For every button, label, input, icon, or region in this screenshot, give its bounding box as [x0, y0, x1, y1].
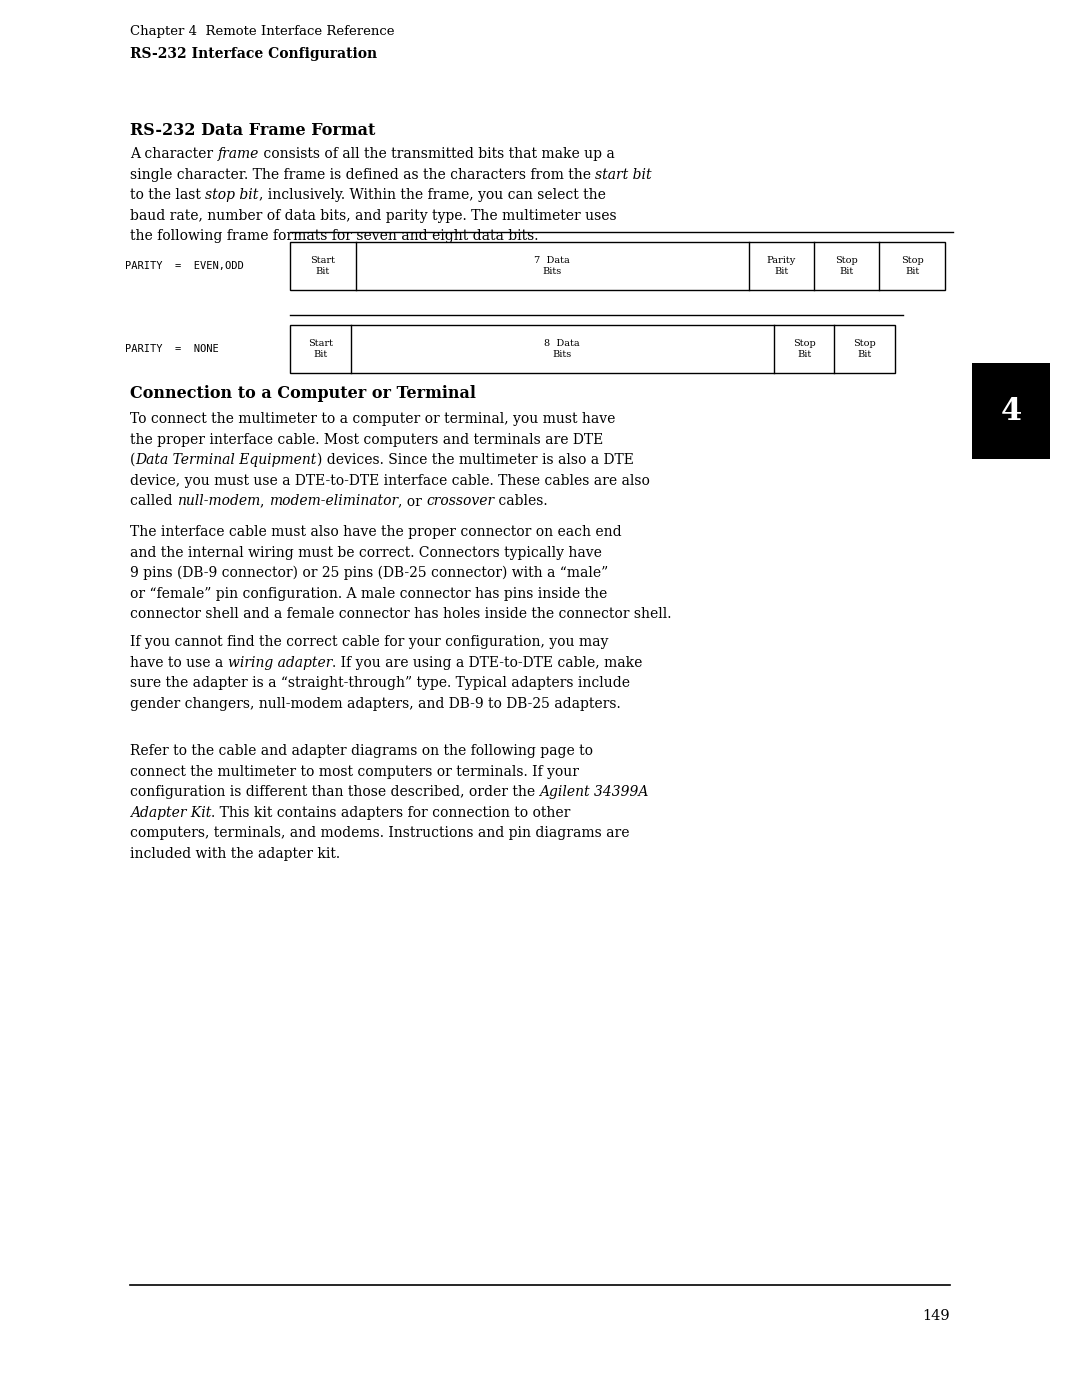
Text: Parity
Bit: Parity Bit — [767, 256, 796, 275]
Text: 149: 149 — [922, 1309, 950, 1323]
Text: single character. The frame is defined as the characters from the: single character. The frame is defined a… — [130, 168, 595, 182]
Text: , or: , or — [399, 495, 427, 509]
Text: Refer to the cable and adapter diagrams on the following page to: Refer to the cable and adapter diagrams … — [130, 745, 593, 759]
Text: Chapter 4  Remote Interface Reference: Chapter 4 Remote Interface Reference — [130, 25, 394, 38]
Text: configuration is different than those described, order the: configuration is different than those de… — [130, 785, 540, 799]
Text: start bit: start bit — [595, 168, 652, 182]
Text: modem-eliminator: modem-eliminator — [269, 495, 399, 509]
Text: to the last: to the last — [130, 189, 205, 203]
Text: connector shell and a female connector has holes inside the connector shell.: connector shell and a female connector h… — [130, 608, 672, 622]
Text: or “female” pin configuration. A male connector has pins inside the: or “female” pin configuration. A male co… — [130, 587, 607, 601]
Text: the following frame formats for seven and eight data bits.: the following frame formats for seven an… — [130, 229, 539, 243]
Text: 9 pins (DB-9 connector) or 25 pins (DB-25 connector) with a “male”: 9 pins (DB-9 connector) or 25 pins (DB-2… — [130, 566, 608, 580]
Text: 8  Data
Bits: 8 Data Bits — [544, 339, 580, 359]
Text: If you cannot find the correct cable for your configuration, you may: If you cannot find the correct cable for… — [130, 636, 608, 650]
Text: 7  Data
Bits: 7 Data Bits — [535, 256, 570, 275]
Text: consists of all the transmitted bits that make up a: consists of all the transmitted bits tha… — [259, 147, 615, 161]
Text: device, you must use a DTE-to-DTE interface cable. These cables are also: device, you must use a DTE-to-DTE interf… — [130, 474, 650, 488]
Text: 4: 4 — [1000, 395, 1022, 426]
Text: RS-232 Data Frame Format: RS-232 Data Frame Format — [130, 122, 376, 138]
Text: Adapter Kit: Adapter Kit — [130, 806, 212, 820]
Text: The interface cable must also have the proper connector on each end: The interface cable must also have the p… — [130, 525, 622, 539]
Text: Connection to a Computer or Terminal: Connection to a Computer or Terminal — [130, 386, 476, 402]
Text: RS-232 Interface Configuration: RS-232 Interface Configuration — [130, 47, 377, 61]
Text: gender changers, null-modem adapters, and DB-9 to DB-25 adapters.: gender changers, null-modem adapters, an… — [130, 697, 621, 711]
Text: . This kit contains adapters for connection to other: . This kit contains adapters for connect… — [212, 806, 570, 820]
Text: PARITY  =  EVEN,ODD: PARITY = EVEN,ODD — [125, 261, 244, 271]
Text: To connect the multimeter to a computer or terminal, you must have: To connect the multimeter to a computer … — [130, 412, 616, 426]
Text: stop bit: stop bit — [205, 189, 258, 203]
Bar — [291, 326, 895, 373]
Text: frame: frame — [217, 147, 259, 161]
Text: wiring adapter: wiring adapter — [228, 655, 332, 669]
Text: and the internal wiring must be correct. Connectors typically have: and the internal wiring must be correct.… — [130, 545, 602, 560]
Text: the proper interface cable. Most computers and terminals are DTE: the proper interface cable. Most compute… — [130, 433, 604, 447]
Text: computers, terminals, and modems. Instructions and pin diagrams are: computers, terminals, and modems. Instru… — [130, 826, 630, 840]
Text: Stop
Bit: Stop Bit — [835, 256, 859, 275]
Text: A character: A character — [130, 147, 217, 161]
Text: Start
Bit: Start Bit — [310, 256, 335, 275]
Text: PARITY  =  NONE: PARITY = NONE — [125, 344, 219, 353]
Text: crossover: crossover — [427, 495, 495, 509]
Text: have to use a: have to use a — [130, 655, 228, 669]
Text: ) devices. Since the multimeter is also a DTE: ) devices. Since the multimeter is also … — [316, 453, 634, 467]
Text: Stop
Bit: Stop Bit — [793, 339, 815, 359]
Text: Stop
Bit: Stop Bit — [901, 256, 923, 275]
Text: (: ( — [130, 453, 135, 467]
Text: called: called — [130, 495, 177, 509]
Text: Start
Bit: Start Bit — [308, 339, 333, 359]
Text: included with the adapter kit.: included with the adapter kit. — [130, 847, 340, 861]
Text: connect the multimeter to most computers or terminals. If your: connect the multimeter to most computers… — [130, 764, 579, 778]
Text: , inclusively. Within the frame, you can select the: , inclusively. Within the frame, you can… — [258, 189, 606, 203]
Text: cables.: cables. — [495, 495, 548, 509]
Text: ,: , — [260, 495, 269, 509]
Text: baud rate, number of data bits, and parity type. The multimeter uses: baud rate, number of data bits, and pari… — [130, 208, 617, 222]
Text: Data Terminal Equipment: Data Terminal Equipment — [135, 453, 316, 467]
Text: Stop
Bit: Stop Bit — [853, 339, 876, 359]
Text: Agilent 34399A: Agilent 34399A — [540, 785, 649, 799]
Text: null-modem: null-modem — [177, 495, 260, 509]
Text: . If you are using a DTE-to-DTE cable, make: . If you are using a DTE-to-DTE cable, m… — [332, 655, 643, 669]
Bar — [972, 363, 1050, 460]
Bar — [291, 242, 945, 291]
Text: sure the adapter is a “straight-through” type. Typical adapters include: sure the adapter is a “straight-through”… — [130, 676, 630, 690]
